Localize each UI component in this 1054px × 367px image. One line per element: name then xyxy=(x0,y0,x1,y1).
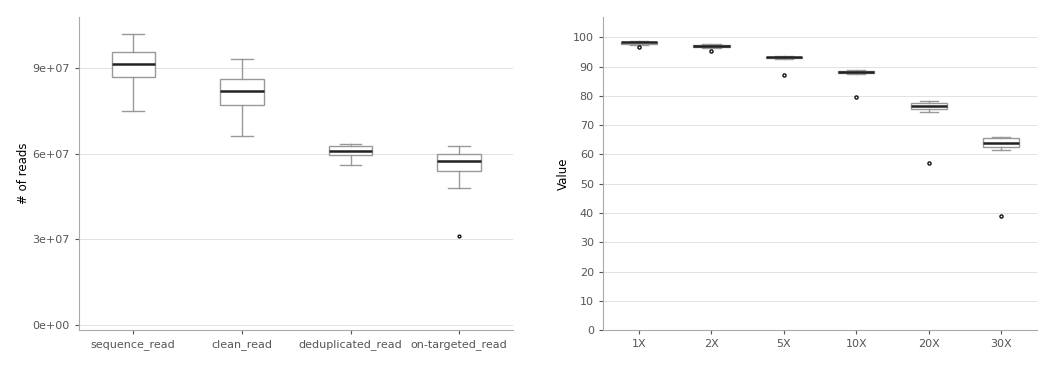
PathPatch shape xyxy=(694,45,729,47)
PathPatch shape xyxy=(911,103,946,109)
PathPatch shape xyxy=(220,79,264,105)
PathPatch shape xyxy=(838,71,875,73)
Y-axis label: Value: Value xyxy=(558,157,570,190)
PathPatch shape xyxy=(437,153,481,171)
Y-axis label: # of reads: # of reads xyxy=(17,143,30,204)
PathPatch shape xyxy=(766,57,802,58)
PathPatch shape xyxy=(983,138,1019,147)
PathPatch shape xyxy=(112,52,155,77)
PathPatch shape xyxy=(329,146,372,155)
PathPatch shape xyxy=(621,41,658,44)
